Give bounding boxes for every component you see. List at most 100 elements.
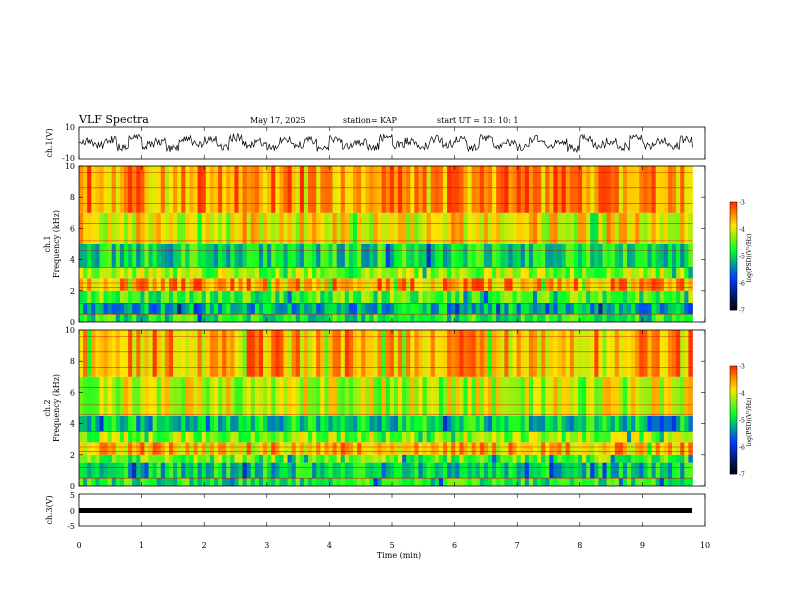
spectrogram-ch2-cell bbox=[320, 462, 325, 479]
spectrogram-ch2-cell bbox=[111, 415, 117, 432]
spectrogram-ch1-cell bbox=[659, 314, 665, 322]
spectrogram-ch2-cell bbox=[631, 376, 636, 416]
spectrogram-ch2-cell bbox=[353, 442, 358, 455]
spectrogram-ch1-cell bbox=[365, 303, 370, 315]
spectrogram-ch2-cell bbox=[340, 431, 346, 443]
spectrogram-ch1-cell bbox=[344, 212, 350, 244]
spectrogram-ch1-cell bbox=[651, 314, 657, 322]
spectrogram-ch1-cell bbox=[492, 314, 497, 322]
spectrogram-ch2-cell bbox=[676, 431, 681, 443]
spectrogram-ch1-cell bbox=[385, 303, 391, 315]
spectrogram-ch1-cell bbox=[618, 267, 624, 279]
spectrogram-ch1-cell bbox=[553, 290, 558, 304]
spectrogram-ch1-cell bbox=[320, 303, 325, 315]
spectrogram-ch2-cell bbox=[557, 454, 562, 463]
spectrogram-ch2-cell bbox=[316, 454, 321, 463]
spectrogram-ch1-cell bbox=[426, 166, 432, 213]
spectrogram-ch2-cell bbox=[193, 330, 199, 377]
spectrogram-ch2-cell bbox=[258, 415, 264, 432]
waveform-ch3-ytick-top: 5 bbox=[70, 491, 75, 500]
spectrogram-ch1-cell bbox=[136, 212, 141, 244]
spectrogram-ch2-cell bbox=[164, 415, 170, 432]
waveform-ch1-trace-layer bbox=[78, 132, 693, 154]
spectrogram-ch2-cell bbox=[177, 478, 182, 486]
spectrogram-ch1-cell bbox=[434, 278, 440, 291]
spectrogram-ch1-cell bbox=[659, 267, 665, 279]
spectrogram-ch2-cell bbox=[598, 431, 603, 443]
spectrogram-ch2-cell bbox=[434, 454, 440, 463]
spectrogram-ch2-cell bbox=[627, 454, 632, 463]
spectrogram-ch1-cell bbox=[672, 267, 677, 279]
spectrogram-ch2-cell bbox=[504, 454, 509, 463]
spectrogram-ch1-cell bbox=[189, 290, 194, 304]
spectrogram-ch2-cell bbox=[316, 330, 321, 377]
spectrogram-ch2-cell bbox=[336, 478, 342, 486]
spectrogram-ch2-cell bbox=[496, 330, 501, 377]
spectrogram-ch1-cell bbox=[573, 212, 579, 244]
spectrogram-ch2-cell bbox=[635, 431, 640, 443]
spectrogram-ch2-cell bbox=[586, 462, 591, 479]
spectrogram-ch2-cell bbox=[622, 442, 628, 455]
spectrogram-ch1-cell bbox=[520, 212, 526, 244]
spectrogram-ch1-cell bbox=[447, 303, 452, 315]
spectrogram-ch2-cell bbox=[373, 462, 378, 479]
spectrogram-ch1-cell bbox=[541, 278, 546, 291]
spectrogram-ch2-cell bbox=[594, 442, 599, 455]
spectrogram-ch2-cell bbox=[275, 376, 280, 416]
spectrogram-ch1-cell bbox=[226, 278, 231, 291]
spectrogram-ch1-cell bbox=[283, 290, 288, 304]
spectrogram-ch1-cell bbox=[365, 278, 370, 291]
spectrogram-ch1-cell bbox=[320, 314, 325, 322]
spectrogram-ch1-cell bbox=[606, 290, 612, 304]
spectrogram-ch2-cell bbox=[618, 415, 624, 432]
spectrogram-ch2-cell bbox=[553, 330, 558, 377]
spectrogram-ch1-cell bbox=[655, 278, 661, 291]
spectrogram-ch2-cell bbox=[393, 478, 399, 486]
spectrogram-ch1-cell bbox=[577, 244, 583, 268]
spectrogram-ch1-cell bbox=[348, 278, 354, 291]
spectrogram-ch1-cell bbox=[316, 314, 321, 322]
spectrogram-ch2-cell bbox=[516, 462, 522, 479]
spectrogram-ch1-cell bbox=[377, 314, 383, 322]
spectrogram-ch1-cell bbox=[373, 267, 378, 279]
spectrogram-ch1-cell bbox=[103, 278, 109, 291]
spectrogram-ch1-cell bbox=[189, 314, 194, 322]
spectrogram-ch1-cell bbox=[128, 278, 133, 291]
spectrogram-ch1-cell bbox=[398, 278, 403, 291]
spectrogram-ch1-cell bbox=[606, 212, 612, 244]
spectrogram-ch1-cell bbox=[577, 166, 583, 213]
spectrogram-ch1-cell bbox=[532, 267, 538, 279]
time-axis-tick-label: 9 bbox=[640, 541, 645, 550]
spectrogram-ch2-cell bbox=[545, 454, 550, 463]
spectrogram-ch1-cell bbox=[410, 267, 415, 279]
spectrogram-ch1-cell bbox=[483, 278, 489, 291]
spectrogram-ch1-cell bbox=[103, 314, 109, 322]
spectrogram-ch1-cell bbox=[402, 290, 407, 304]
spectrogram-ch2-cell bbox=[87, 462, 92, 479]
spectrogram-ch1-cell bbox=[103, 244, 109, 268]
spectrogram-ch1-cell bbox=[144, 303, 149, 315]
spectrogram-ch2-cell bbox=[573, 462, 579, 479]
spectrogram-ch1-cell bbox=[467, 290, 473, 304]
spectrogram-ch1-cell bbox=[451, 212, 456, 244]
spectrogram-ch1-cell bbox=[87, 267, 92, 279]
spectrogram-ch2-cell bbox=[344, 454, 350, 463]
spectrogram-ch1-cell bbox=[672, 166, 677, 213]
spectrogram-ch1-cell bbox=[475, 267, 481, 279]
colorbar-ch1-tick-label: -3 bbox=[739, 200, 745, 207]
spectrogram-ch2-cell bbox=[479, 454, 485, 463]
spectrogram-ch2-cell bbox=[594, 415, 599, 432]
spectrogram-ch2-cell bbox=[471, 442, 477, 455]
spectrogram-ch1-cell bbox=[549, 278, 554, 291]
spectrogram-ch2-cell bbox=[524, 462, 530, 479]
spectrogram-ch2-cell bbox=[136, 442, 141, 455]
spectrogram-ch2-cell bbox=[201, 415, 207, 432]
spectrogram-ch1-cell bbox=[99, 303, 104, 315]
spectrogram-ch2-cell bbox=[205, 478, 211, 486]
spectrogram-ch2-cell bbox=[524, 442, 530, 455]
spectrogram-ch1-cell bbox=[87, 314, 92, 322]
spectrogram-ch2-cell bbox=[111, 431, 117, 443]
spectrogram-ch2-cell bbox=[573, 478, 579, 486]
spectrogram-ch2-cell bbox=[602, 454, 607, 463]
